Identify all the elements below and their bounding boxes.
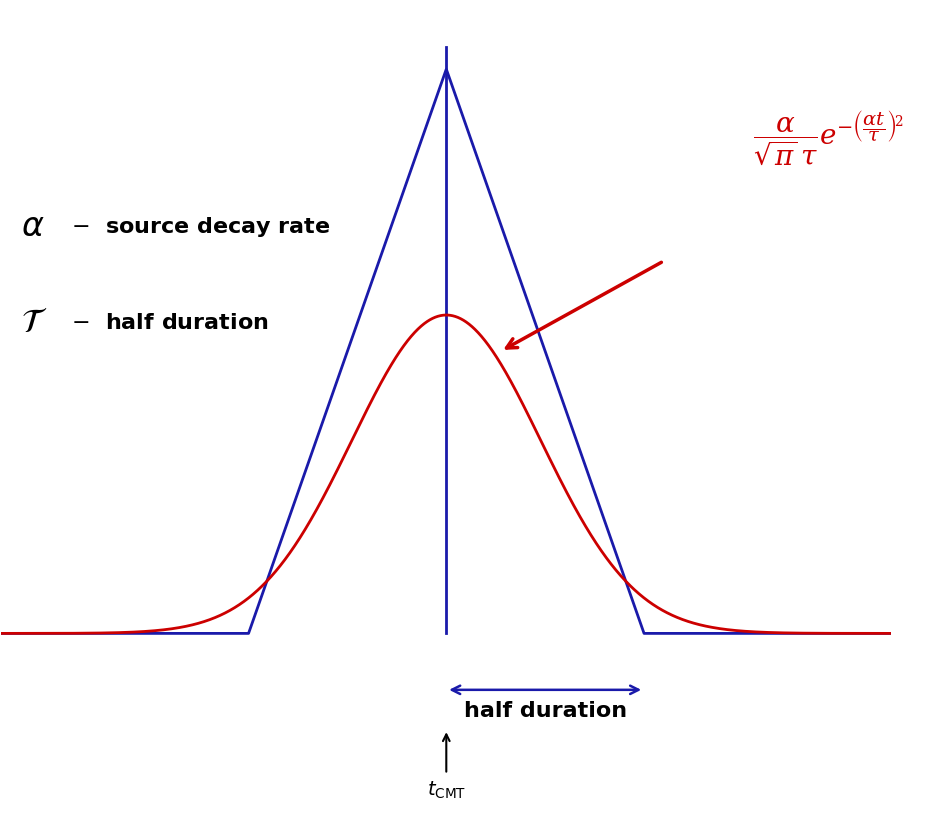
Text: $t_{\mathrm{CMT}}$: $t_{\mathrm{CMT}}$ (426, 780, 466, 801)
Text: $\alpha$: $\alpha$ (21, 211, 45, 243)
Text: half duration: half duration (464, 701, 627, 721)
Text: $\mathcal{T}$: $\mathcal{T}$ (21, 307, 47, 339)
Text: $-$  half duration: $-$ half duration (71, 313, 268, 333)
Text: $\dfrac{\alpha}{\sqrt{\pi}\,\tau}e^{-\left(\dfrac{\alpha t}{\tau}\right)^{\!2}}$: $\dfrac{\alpha}{\sqrt{\pi}\,\tau}e^{-\le… (753, 108, 903, 167)
Text: $-$  source decay rate: $-$ source decay rate (71, 215, 331, 239)
